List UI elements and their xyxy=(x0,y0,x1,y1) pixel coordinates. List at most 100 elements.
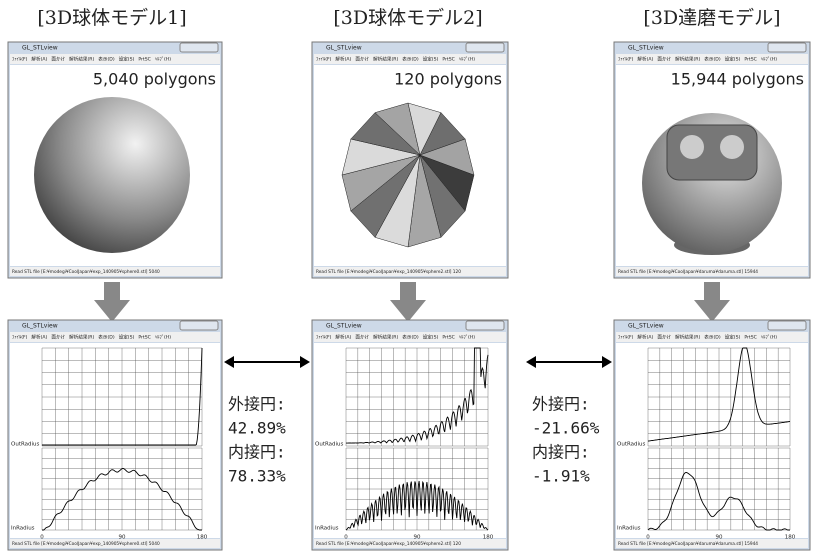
menu-item: 解析結果(R) xyxy=(69,334,94,341)
menu-item: 解析結果(R) xyxy=(69,56,94,63)
x-label: 180 xyxy=(785,535,796,541)
window-title: GL_STLview xyxy=(326,323,362,330)
window-title: GL_STLview xyxy=(22,45,58,52)
menu-item: ﾍﾙﾌﾟ(H) xyxy=(459,334,475,341)
down-arrow xyxy=(390,282,426,322)
x-label: 90 xyxy=(716,535,723,541)
menu-item: 設定(S) xyxy=(423,334,439,341)
menu-item: 面かけ xyxy=(657,56,671,63)
arrow-head xyxy=(224,356,234,368)
status-text: Read STL file [E:¥modegi¥CoolJapan¥darum… xyxy=(618,541,758,547)
sphere-model xyxy=(34,97,190,253)
comparison-text: 78.33% xyxy=(228,467,286,486)
menu-item: 面かけ xyxy=(51,56,65,63)
menu-item: 解析(A) xyxy=(31,334,47,341)
menu-item: 面かけ xyxy=(51,334,65,341)
status-text: Read STL file [E:¥modegi¥CoolJapan¥exp_1… xyxy=(316,269,461,275)
down-arrow xyxy=(694,282,730,322)
menu-item: ﾌｧｲﾙ(F) xyxy=(316,57,332,63)
menu-item: 面かけ xyxy=(355,334,369,341)
x-label: 180 xyxy=(197,535,208,541)
menu-item: ﾍﾙﾌﾟ(H) xyxy=(155,56,171,63)
menu-item: 設定(S) xyxy=(119,334,135,341)
menu-item: 設定(S) xyxy=(725,56,741,63)
window-title: GL_STLview xyxy=(22,323,58,330)
polygon-count: 5,040 polygons xyxy=(93,70,216,89)
menu-item: ﾍﾙﾌﾟ(H) xyxy=(459,56,475,63)
menu-item: ﾌｧｲﾙ(F) xyxy=(618,335,634,341)
model-heading: [3D球体モデル1] xyxy=(37,7,186,29)
menu-item: PrtSC xyxy=(442,57,455,63)
menu-item: 解析(A) xyxy=(31,56,47,63)
menu-item: PrtSC xyxy=(744,57,757,63)
menu-item: 解析(A) xyxy=(637,334,653,341)
x-label: 90 xyxy=(414,535,421,541)
menu-item: 解析(A) xyxy=(335,334,351,341)
polygon-count: 15,944 polygons xyxy=(671,70,804,89)
menu-item: 解析結果(R) xyxy=(373,56,398,63)
menu-item: ﾌｧｲﾙ(F) xyxy=(316,335,332,341)
down-arrow xyxy=(94,282,130,322)
daruma-eye xyxy=(680,135,704,159)
model-heading: [3D達磨モデル] xyxy=(643,7,780,29)
menu-item: 表示(D) xyxy=(402,334,419,341)
polygon-count: 120 polygons xyxy=(394,70,502,89)
arrow-head xyxy=(602,356,612,368)
window-controls xyxy=(180,43,218,52)
menu-item: PrtSC xyxy=(138,57,151,63)
menu-item: 解析結果(R) xyxy=(675,334,700,341)
menu-item: ﾍﾙﾌﾟ(H) xyxy=(761,334,777,341)
status-text: Read STL file [E:¥modegi¥CoolJapan¥darum… xyxy=(618,269,758,275)
x-label: 180 xyxy=(483,535,494,541)
comparison-text: -1.91% xyxy=(532,467,590,486)
window-controls xyxy=(466,43,504,52)
x-label: 90 xyxy=(119,535,126,541)
window-controls xyxy=(180,321,218,330)
menu-item: 解析結果(R) xyxy=(373,334,398,341)
daruma-face xyxy=(667,125,757,180)
menu-item: PrtSC xyxy=(138,335,151,341)
axis-label: InRadius xyxy=(617,526,641,532)
menu-item: 面かけ xyxy=(657,334,671,341)
comparison-text: 内接円: xyxy=(532,443,590,462)
screenshot-composite: [3D球体モデル1]GL_STLviewﾌｧｲﾙ(F)解析(A)面かけ解析結果(… xyxy=(0,0,813,551)
model-heading: [3D球体モデル2] xyxy=(333,7,482,29)
menu-item: 表示(D) xyxy=(704,56,721,63)
menu-item: ﾍﾙﾌﾟ(H) xyxy=(761,56,777,63)
arrow-head xyxy=(526,356,536,368)
window-title: GL_STLview xyxy=(628,45,664,52)
x-label: 0 xyxy=(40,535,44,541)
comparison-text: -21.66% xyxy=(532,419,600,438)
status-text: Read STL file [E:¥modegi¥CoolJapan¥exp_1… xyxy=(12,269,160,275)
comparison-text: 42.89% xyxy=(228,419,286,438)
menu-item: PrtSC xyxy=(744,335,757,341)
menu-item: 解析(A) xyxy=(335,56,351,63)
axis-label: OutRadius xyxy=(315,442,344,448)
axis-label: InRadius xyxy=(11,526,35,532)
axis-label: OutRadius xyxy=(11,442,40,448)
menu-item: 表示(D) xyxy=(402,56,419,63)
menu-item: 表示(D) xyxy=(704,334,721,341)
menu-item: ﾌｧｲﾙ(F) xyxy=(12,335,28,341)
menu-item: 面かけ xyxy=(355,56,369,63)
menu-item: ﾌｧｲﾙ(F) xyxy=(12,57,28,63)
page: [3D球体モデル1]GL_STLviewﾌｧｲﾙ(F)解析(A)面かけ解析結果(… xyxy=(0,0,813,551)
x-label: 0 xyxy=(646,535,650,541)
menu-item: 設定(S) xyxy=(119,56,135,63)
axis-label: InRadius xyxy=(315,526,339,532)
daruma-eye xyxy=(720,135,744,159)
status-text: Read STL file [E:¥modegi¥CoolJapan¥exp_1… xyxy=(12,541,160,547)
menu-item: 表示(D) xyxy=(98,56,115,63)
menu-item: 解析結果(R) xyxy=(675,56,700,63)
menu-item: 解析(A) xyxy=(637,56,653,63)
window-controls xyxy=(768,43,806,52)
comparison-text: 外接円: xyxy=(532,395,590,414)
x-label: 0 xyxy=(344,535,348,541)
comparison-text: 外接円: xyxy=(228,395,286,414)
menu-item: 設定(S) xyxy=(423,56,439,63)
menu-item: PrtSC xyxy=(442,335,455,341)
menu-item: 設定(S) xyxy=(725,334,741,341)
status-text: Read STL file [E:¥modegi¥CoolJapan¥exp_1… xyxy=(316,541,461,547)
comparison-text: 内接円: xyxy=(228,443,286,462)
window-controls xyxy=(466,321,504,330)
